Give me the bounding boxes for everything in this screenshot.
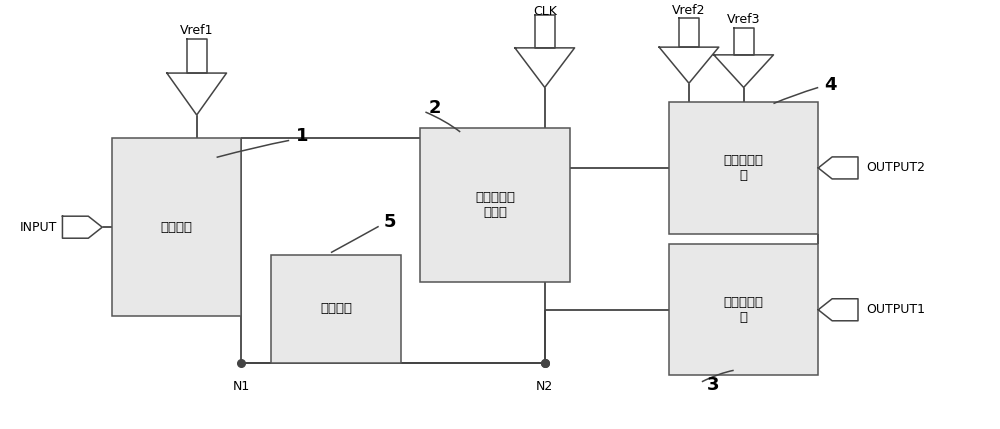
FancyBboxPatch shape <box>112 138 241 316</box>
Text: OUTPUT2: OUTPUT2 <box>866 161 925 175</box>
Polygon shape <box>187 39 207 73</box>
Text: Vref1: Vref1 <box>180 24 213 37</box>
Polygon shape <box>734 28 754 55</box>
Text: 第二输出模
块: 第二输出模 块 <box>724 154 764 182</box>
FancyBboxPatch shape <box>669 102 818 233</box>
Text: INPUT: INPUT <box>20 221 57 234</box>
Text: 3: 3 <box>707 376 719 394</box>
Text: 1: 1 <box>296 127 309 145</box>
FancyBboxPatch shape <box>420 128 570 282</box>
Text: N1: N1 <box>233 380 250 393</box>
FancyBboxPatch shape <box>669 244 818 375</box>
Text: N2: N2 <box>536 380 553 393</box>
Polygon shape <box>515 48 575 88</box>
Polygon shape <box>659 47 719 83</box>
Polygon shape <box>167 73 227 115</box>
Text: Vref3: Vref3 <box>727 13 760 26</box>
Polygon shape <box>818 299 858 321</box>
Text: 输入模块: 输入模块 <box>161 221 193 234</box>
Text: Vref2: Vref2 <box>672 4 706 17</box>
Text: 4: 4 <box>824 76 837 94</box>
Polygon shape <box>679 18 699 47</box>
FancyBboxPatch shape <box>271 255 401 363</box>
Text: 电容模块: 电容模块 <box>320 302 352 315</box>
Text: 2: 2 <box>428 99 441 117</box>
Polygon shape <box>535 15 555 48</box>
Text: 第一输出模
块: 第一输出模 块 <box>724 296 764 324</box>
Text: 5: 5 <box>384 213 396 231</box>
Polygon shape <box>714 55 773 88</box>
Text: OUTPUT1: OUTPUT1 <box>866 303 925 316</box>
Text: 时钟信号输
出模块: 时钟信号输 出模块 <box>475 191 515 219</box>
Polygon shape <box>818 157 858 179</box>
Text: CLK: CLK <box>533 5 557 18</box>
Polygon shape <box>62 216 102 238</box>
